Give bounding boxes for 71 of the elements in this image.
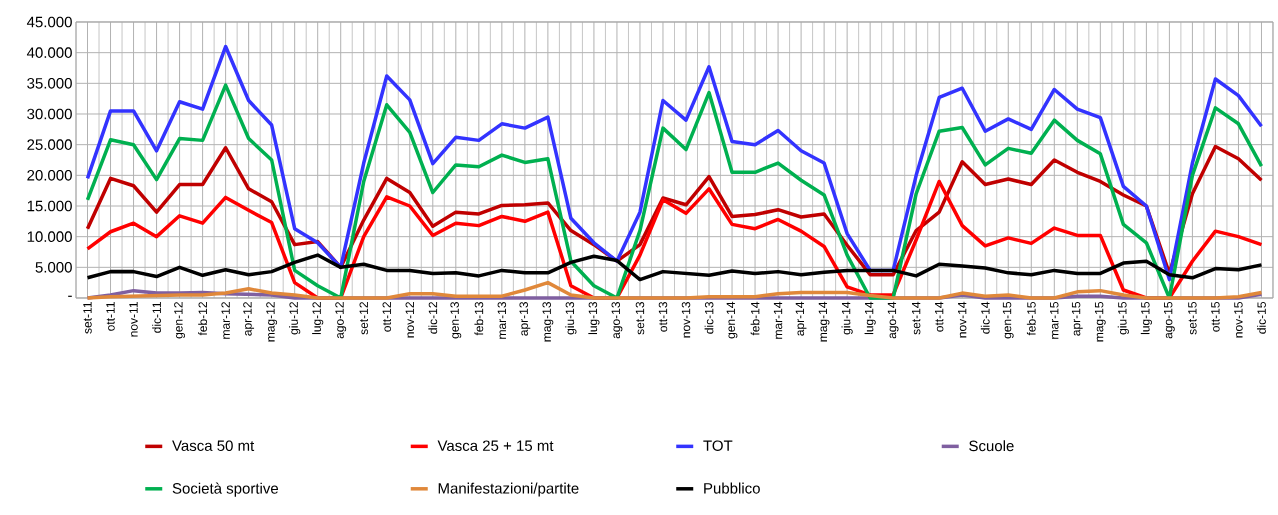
x-tick-label: nov-13 bbox=[681, 302, 691, 338]
legend-label: Manifestazioni/partite bbox=[438, 482, 579, 497]
x-tick-label: dic-11 bbox=[152, 302, 161, 333]
x-tick-label: giu-12 bbox=[289, 302, 301, 335]
y-tick-label: - bbox=[68, 295, 72, 297]
x-tick-label: dic-14 bbox=[980, 301, 990, 334]
y-tick-label: 20.000 bbox=[27, 170, 72, 181]
x-tick-label: giu-14 bbox=[841, 301, 853, 335]
x-tick-label: mag-13 bbox=[542, 302, 554, 342]
x-tick-label: ago-14 bbox=[887, 301, 899, 339]
x-tick-label: giu-13 bbox=[565, 302, 577, 335]
x-tick-label: mag-12 bbox=[266, 302, 278, 342]
x-tick-label: ott-11 bbox=[106, 302, 115, 331]
y-tick-label: 15.000 bbox=[27, 200, 72, 212]
legend-label: Vasca 25 + 15 mt bbox=[437, 440, 554, 451]
y-tick-label: 25.000 bbox=[27, 139, 72, 150]
x-tick-label: giu-15 bbox=[1117, 302, 1129, 335]
x-tick-label: set-12 bbox=[359, 302, 368, 335]
x-tick-label: lug-13 bbox=[588, 302, 600, 335]
x-tick-label: gen-14 bbox=[726, 301, 738, 339]
y-tick-label: 45.000 bbox=[26, 16, 72, 28]
x-tick-label: feb-13 bbox=[474, 302, 484, 336]
x-tick-label: ott-14 bbox=[935, 301, 944, 332]
x-tick-label: apr-12 bbox=[243, 302, 255, 336]
x-tick-label: ago-13 bbox=[611, 302, 623, 339]
x-tick-label: apr-13 bbox=[519, 302, 531, 336]
x-tick-label: set-15 bbox=[1188, 302, 1197, 335]
x-tick-label: apr-14 bbox=[795, 301, 807, 336]
x-tick-label: dic-15 bbox=[1257, 302, 1266, 334]
x-tick-label: lug-12 bbox=[312, 302, 324, 335]
y-tick-label: 40.000 bbox=[26, 47, 72, 58]
x-tick-label: gen-15 bbox=[1002, 302, 1014, 339]
x-tick-label: ott-12 bbox=[382, 302, 392, 332]
legend-label: Società sportive bbox=[172, 482, 279, 497]
x-tick-label: ago-15 bbox=[1164, 302, 1175, 339]
x-tick-label: mar-13 bbox=[497, 302, 507, 339]
x-tick-label: mag-15 bbox=[1094, 302, 1106, 342]
x-tick-label: dic-13 bbox=[704, 302, 714, 334]
x-tick-label: nov-15 bbox=[1234, 302, 1243, 338]
x-tick-label: lug-14 bbox=[864, 301, 876, 335]
x-tick-label: mar-15 bbox=[1050, 302, 1059, 339]
y-tick-label: 30.000 bbox=[27, 108, 72, 120]
y-tick-label: 10.000 bbox=[27, 231, 72, 242]
x-tick-label: mag-14 bbox=[818, 301, 830, 342]
x-tick-label: feb-12 bbox=[198, 302, 208, 336]
x-tick-label: feb-14 bbox=[750, 301, 760, 336]
x-tick-label: lug-15 bbox=[1140, 302, 1152, 335]
x-tick-label: gen-13 bbox=[450, 302, 462, 339]
x-tick-label: nov-11 bbox=[129, 302, 138, 337]
x-tick-label: gen-12 bbox=[174, 302, 186, 339]
legend-label: Pubblico bbox=[704, 482, 760, 494]
x-tick-label: mar-14 bbox=[773, 301, 783, 339]
x-tick-label: set-13 bbox=[635, 302, 645, 335]
y-tick-label: 35.000 bbox=[27, 78, 72, 89]
line-series bbox=[85, 44, 1264, 282]
x-tick-label: nov-12 bbox=[405, 302, 415, 338]
x-tick-label: ago-12 bbox=[335, 302, 347, 339]
x-tick-label: nov-14 bbox=[958, 301, 967, 338]
y-tick-label: 5.000 bbox=[35, 262, 72, 273]
x-tick-label: set-11 bbox=[83, 302, 92, 334]
x-tick-label: ott-13 bbox=[658, 302, 668, 332]
x-tick-label: feb-15 bbox=[1026, 302, 1036, 336]
line-series bbox=[85, 83, 1264, 300]
legend-label: TOT bbox=[703, 440, 733, 451]
legend-label: Scuole bbox=[969, 440, 1014, 452]
x-tick-label: ott-15 bbox=[1211, 302, 1220, 332]
x-tick-label: dic-12 bbox=[428, 302, 438, 334]
x-tick-label: set-14 bbox=[912, 301, 921, 335]
x-tick-label: apr-15 bbox=[1071, 302, 1083, 336]
x-tick-label: mar-12 bbox=[221, 302, 230, 339]
legend-label: Vasca 50 mt bbox=[172, 440, 255, 451]
